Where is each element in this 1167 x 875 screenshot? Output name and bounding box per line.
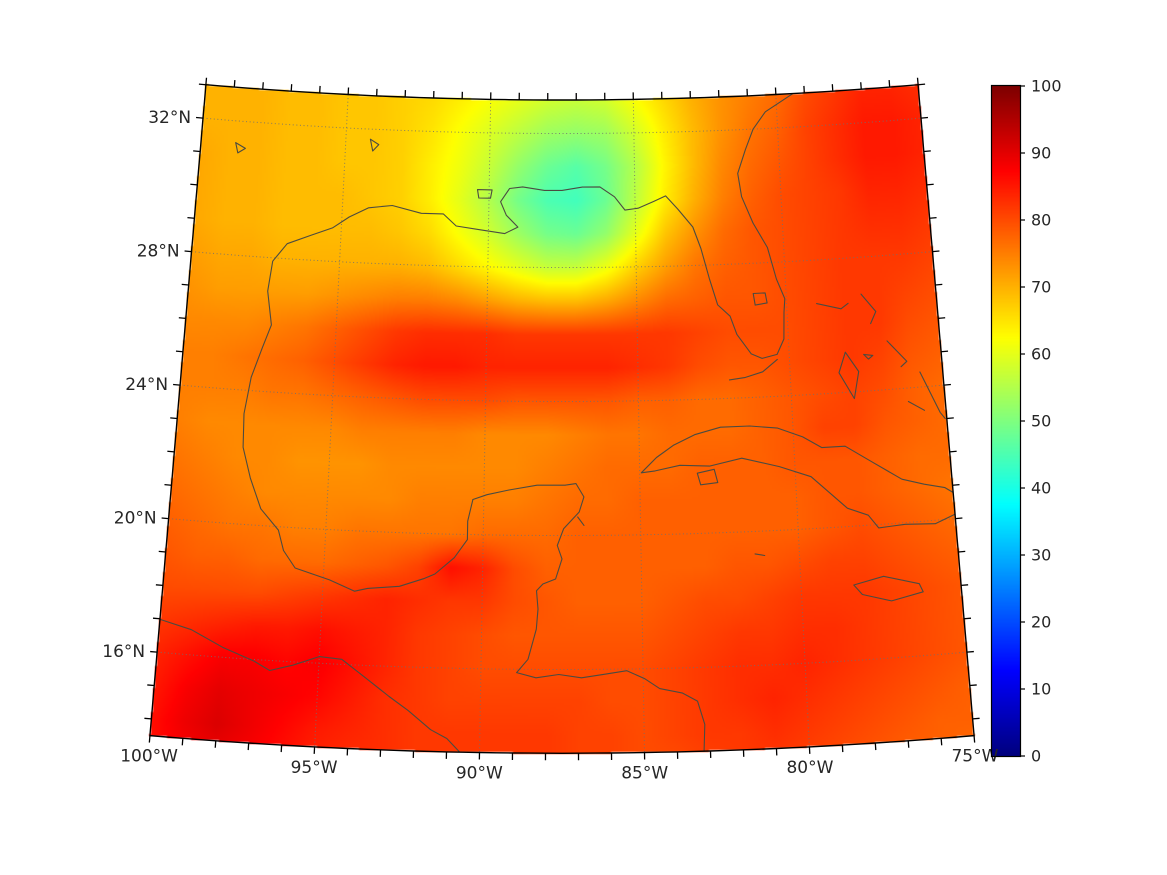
colorbar-tick-label: 20 <box>1031 613 1051 632</box>
colorbar-tick-label: 50 <box>1031 412 1051 431</box>
lon-tick-label: 80°W <box>786 758 833 778</box>
colorbar-tick-label: 80 <box>1031 211 1051 230</box>
lon-tick-label: 90°W <box>456 764 503 784</box>
colorbar-tick-label: 100 <box>1031 77 1062 96</box>
colorbar-tick-label: 60 <box>1031 345 1051 364</box>
colorbar-tick-label: 0 <box>1031 747 1041 766</box>
lon-tick-label: 85°W <box>621 764 668 784</box>
colorbar-tick-label: 30 <box>1031 546 1051 565</box>
colorbar-tick-label: 70 <box>1031 278 1051 297</box>
colorbar-gradient <box>992 86 1020 756</box>
lat-tick-label: 16°N <box>102 642 145 662</box>
colorbar-tick-label: 90 <box>1031 144 1051 163</box>
heatmap-field <box>145 80 981 760</box>
colorbar-tick-label: 40 <box>1031 479 1051 498</box>
colorbar-tick-label: 10 <box>1031 680 1051 699</box>
lon-tick-label: 95°W <box>291 758 338 778</box>
